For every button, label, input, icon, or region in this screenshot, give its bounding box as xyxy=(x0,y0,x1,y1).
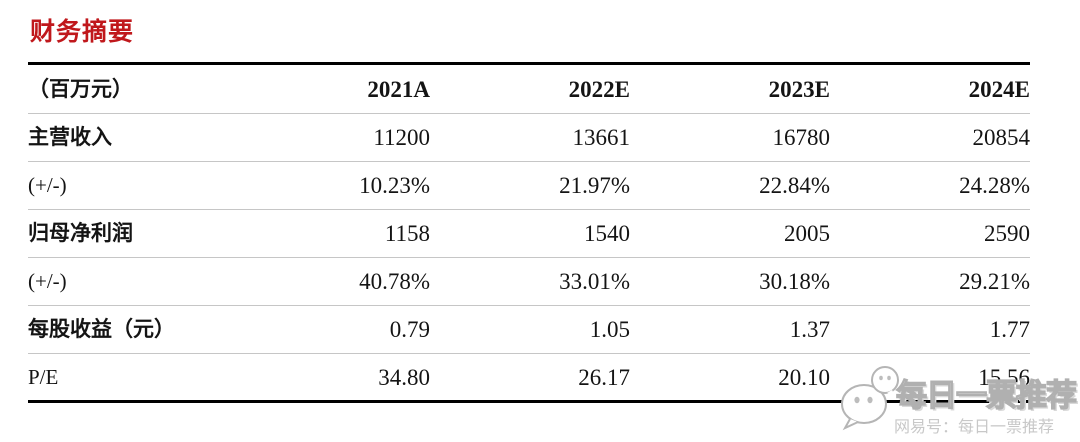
cell-value: 22.84% xyxy=(630,161,830,210)
cell-value: 0.79 xyxy=(230,305,430,354)
page-title: 财务摘要 xyxy=(30,18,135,46)
cell-value: 1.77 xyxy=(830,305,1030,354)
financial-summary-table: （百万元） 2021A 2022E 2023E 2024E 主营收入 11200… xyxy=(28,62,1030,403)
column-header-2023e: 2023E xyxy=(630,63,830,114)
cell-value: 2590 xyxy=(830,209,1030,258)
cell-value: 26.17 xyxy=(430,353,630,402)
table-row: 每股收益（元） 0.79 1.05 1.37 1.77 xyxy=(28,305,1030,354)
cell-value: 15.56 xyxy=(830,353,1030,402)
watermark-account-text: 网易号：每日一票推荐 xyxy=(894,419,1055,436)
row-label-net-profit: 归母净利润 xyxy=(28,209,230,258)
column-header-2024e: 2024E xyxy=(830,63,1030,114)
cell-value: 24.28% xyxy=(830,161,1030,210)
cell-value: 33.01% xyxy=(430,257,630,306)
cell-value: 13661 xyxy=(572,125,631,150)
cell-value: 1.05 xyxy=(430,305,630,354)
row-label-pe: P/E xyxy=(28,353,230,402)
cell-value: 1158 xyxy=(230,209,430,258)
table-row: (+/-) 10.23% 21.97% 22.84% 24.28% xyxy=(28,161,1030,210)
table-header-row: （百万元） 2021A 2022E 2023E 2024E xyxy=(28,63,1030,114)
cell-value: 20.10 xyxy=(630,353,830,402)
cell-value: 16780 xyxy=(772,125,831,150)
unit-header-cell: （百万元） xyxy=(28,63,230,114)
row-label-eps: 每股收益（元） xyxy=(28,305,230,354)
cell-value: 11200 xyxy=(373,125,430,150)
cell-value: 21.97% xyxy=(430,161,630,210)
cell-value: 30.18% xyxy=(630,257,830,306)
table-row: P/E 34.80 26.17 20.10 15.56 xyxy=(28,353,1030,402)
cell-value: 2005 xyxy=(630,209,830,258)
cell-value: 1.37 xyxy=(630,305,830,354)
cell-value: 20854 xyxy=(972,125,1031,150)
row-label-revenue-growth: (+/-) xyxy=(28,161,230,210)
row-label-revenue: 主营收入 xyxy=(28,125,112,149)
column-header-2022e: 2022E xyxy=(430,63,630,114)
table-row: 归母净利润 1158 1540 2005 2590 xyxy=(28,209,1030,258)
cell-value: 40.78% xyxy=(230,257,430,306)
cell-value: 1540 xyxy=(430,209,630,258)
row-label-profit-growth: (+/-) xyxy=(28,257,230,306)
column-header-2021a: 2021A xyxy=(230,63,430,114)
cell-value: 34.80 xyxy=(230,353,430,402)
table-row: 主营收入 11200 13661 16780 20854 xyxy=(28,114,1030,162)
cell-value: 29.21% xyxy=(830,257,1030,306)
table-row: (+/-) 40.78% 33.01% 30.18% 29.21% xyxy=(28,257,1030,306)
cell-value: 10.23% xyxy=(230,161,430,210)
